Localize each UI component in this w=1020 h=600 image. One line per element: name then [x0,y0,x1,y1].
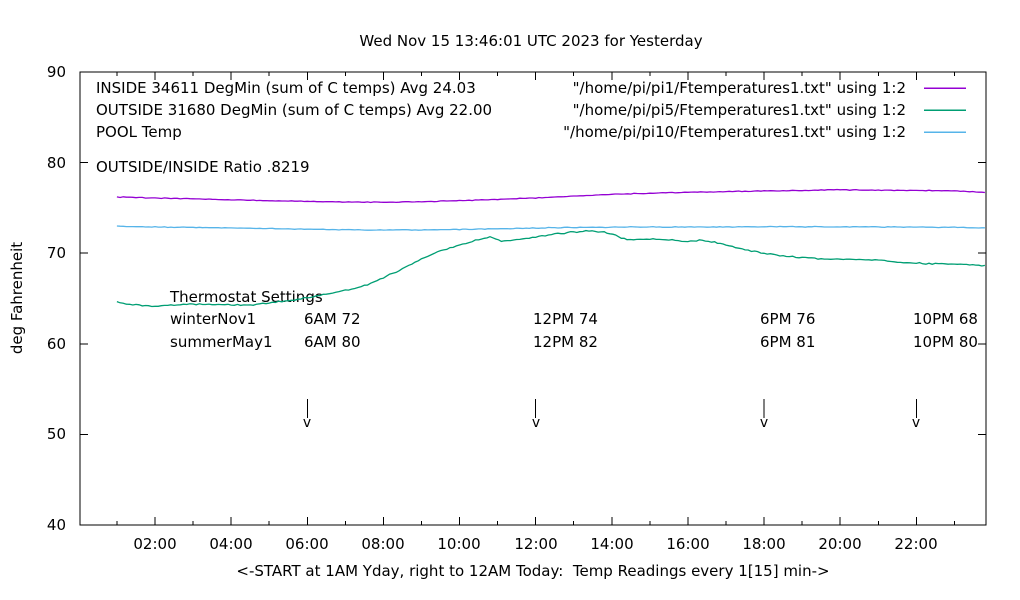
y-tick-label: 50 [46,425,66,443]
ratio-annotation: OUTSIDE/INSIDE Ratio .8219 [96,158,310,176]
thermostat-winter-10pm: 10PM 68 [913,310,978,328]
x-tick-label: 04:00 [209,535,253,553]
thermostat-heading: Thermostat Settings [170,288,323,306]
series-inside-line [116,188,985,204]
x-tick-label: 22:00 [894,535,938,553]
chart-title: Wed Nov 15 13:46:01 UTC 2023 for Yesterd… [359,32,703,50]
y-tick-label: 60 [46,335,66,353]
legend-label-pool: POOL Temp [96,123,182,141]
x-tick-label: 02:00 [133,535,177,553]
x-tick-label: 14:00 [590,535,634,553]
series-pool-line [116,225,985,231]
legend-source-pool: "/home/pi/pi10/Ftemperatures1.txt" using… [563,123,906,141]
y-tick-label: 80 [46,154,66,172]
x-tick-label: 12:00 [514,535,558,553]
thermostat-summer-name: summerMay1 [170,333,273,351]
legend-source-inside: "/home/pi/pi1/Ftemperatures1.txt" using … [572,79,906,97]
x-tick-label: 06:00 [285,535,329,553]
down-arrow-glyph: v [911,415,921,431]
thermostat-winter-6pm: 6PM 76 [760,310,816,328]
y-tick-label: 40 [46,516,66,534]
y-tick-label: 70 [46,244,66,262]
down-arrow-glyph: v [302,415,312,431]
x-tick-label: 18:00 [742,535,786,553]
down-arrow-glyph: v [759,415,769,431]
x-axis-label: <-START at 1AM Yday, right to 12AM Today… [236,562,830,580]
thermostat-summer-10pm: 10PM 80 [913,333,978,351]
x-tick-label: 16:00 [666,535,710,553]
x-tick-label: 10:00 [437,535,481,553]
down-arrow-glyph: v [531,415,541,431]
x-tick-label: 20:00 [818,535,862,553]
thermostat-summer-6pm: 6PM 81 [760,333,816,351]
thermostat-summer-6am: 6AM 80 [304,333,361,351]
x-tick-label: 08:00 [361,535,405,553]
thermostat-winter-6am: 6AM 72 [304,310,361,328]
thermostat-summer-12pm: 12PM 82 [533,333,598,351]
thermostat-winter-name: winterNov1 [170,310,257,328]
thermostat-winter-12pm: 12PM 74 [533,310,598,328]
y-tick-label: 90 [46,63,66,81]
legend-source-outside: "/home/pi/pi5/Ftemperatures1.txt" using … [572,101,906,119]
